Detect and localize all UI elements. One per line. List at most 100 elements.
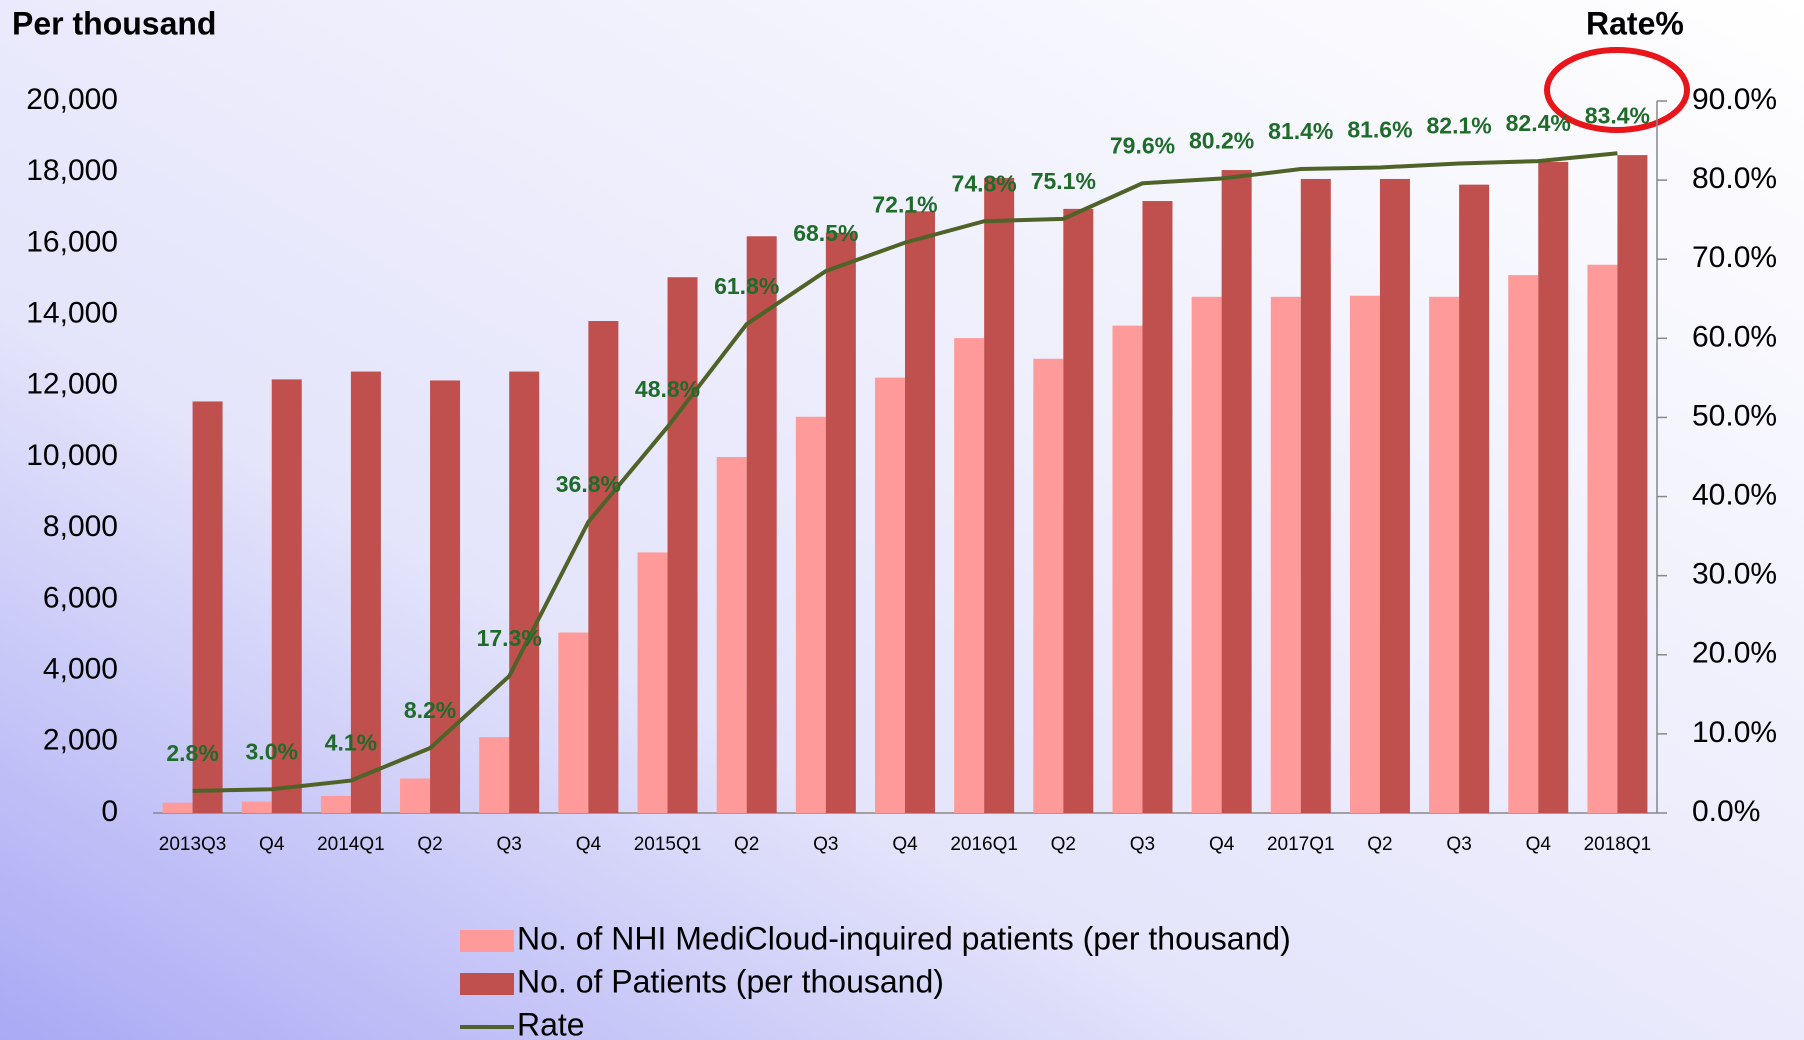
data-label: 81.6% [1347, 117, 1412, 143]
bar [588, 321, 619, 813]
bar [716, 457, 747, 813]
data-label: 83.4% [1585, 102, 1650, 128]
bar [1191, 296, 1222, 813]
x-tick-label: Q2 [734, 834, 759, 855]
y-tick-label: 8,000 [43, 510, 118, 543]
bar [241, 801, 272, 813]
data-label: 82.1% [1426, 113, 1491, 139]
bar [825, 232, 856, 814]
x-tick-label: Q3 [813, 834, 838, 855]
rate-line [192, 151, 1618, 793]
bar [984, 177, 1015, 813]
bar [1429, 296, 1460, 813]
data-label: 81.4% [1268, 118, 1333, 144]
bar [637, 552, 668, 813]
bar [1300, 178, 1331, 814]
bar [1270, 296, 1301, 813]
bar [350, 371, 381, 813]
y-tick-label: 4,000 [43, 653, 118, 686]
legend-label: No. of Patients (per thousand) [517, 963, 944, 999]
y2-tick-label: 60.0% [1692, 320, 1777, 353]
x-tick-label: Q4 [1526, 834, 1552, 855]
legend-swatch [460, 930, 514, 952]
y2-tick-label: 40.0% [1692, 478, 1777, 511]
bar [509, 371, 540, 813]
bar [1033, 358, 1064, 813]
y2-tick-label: 30.0% [1692, 558, 1777, 591]
bar [271, 379, 302, 813]
bar [667, 277, 698, 814]
x-tick-label: 2014Q1 [317, 834, 385, 855]
data-label: 74.8% [952, 170, 1017, 196]
bar [1063, 208, 1094, 814]
y2-tick-label: 70.0% [1692, 241, 1777, 274]
x-tick-label: 2015Q1 [634, 834, 702, 855]
bar [1112, 325, 1143, 813]
bar [479, 737, 510, 813]
bar [1617, 155, 1648, 813]
bar [1379, 178, 1410, 814]
y-tick-label: 12,000 [26, 368, 118, 401]
bar [192, 401, 223, 813]
y2-tick-label: 10.0% [1692, 716, 1777, 749]
y2-tick-label: 20.0% [1692, 637, 1777, 670]
legend-label: No. of NHI MediCloud-inquired patients (… [517, 920, 1291, 956]
y-tick-label: 6,000 [43, 581, 118, 614]
bar [162, 802, 193, 813]
data-label: 48.8% [635, 376, 700, 402]
y-tick-label: 10,000 [26, 439, 118, 472]
data-label: 72.1% [872, 192, 937, 218]
x-tick-label: 2017Q1 [1267, 834, 1335, 855]
data-label: 2.8% [166, 740, 218, 766]
x-tick-label: Q3 [1446, 834, 1471, 855]
bar [1587, 264, 1618, 813]
data-label: 75.1% [1031, 168, 1096, 194]
y2-tick-label: 50.0% [1692, 399, 1777, 432]
legend-label: Rate [517, 1006, 585, 1040]
data-label: 82.4% [1506, 110, 1571, 136]
x-tick-label: 2016Q1 [950, 834, 1018, 855]
x-tick-label: Q3 [1130, 834, 1155, 855]
x-tick-label: Q4 [576, 834, 602, 855]
y-tick-label: 18,000 [26, 154, 118, 187]
chart-title: Per thousand [12, 5, 216, 41]
x-tick-label: Q4 [1209, 834, 1235, 855]
data-label: 3.0% [246, 738, 298, 764]
y2-tick-label: 80.0% [1692, 162, 1777, 195]
x-tick-label: 2018Q1 [1584, 834, 1652, 855]
bar [1508, 275, 1539, 814]
bar [1221, 170, 1252, 814]
x-tick-label: Q3 [497, 834, 522, 855]
bar [875, 377, 905, 813]
x-tick-label: Q4 [892, 834, 918, 855]
x-tick-label: Q2 [1051, 834, 1076, 855]
data-label: 4.1% [325, 730, 377, 756]
bar [430, 380, 461, 813]
x-tick-label: Q4 [259, 834, 285, 855]
bar [320, 795, 351, 813]
x-tick-label: Q2 [417, 834, 442, 855]
data-label: 17.3% [477, 625, 542, 651]
bar [1459, 184, 1490, 813]
bar [558, 632, 589, 813]
y-tick-label: 20,000 [26, 83, 118, 116]
y-tick-label: 2,000 [43, 724, 118, 757]
y2-tick-label: 90.0% [1692, 83, 1777, 116]
x-tick-label: Q2 [1367, 834, 1392, 855]
data-label: 68.5% [793, 220, 858, 246]
highlight-circle [1544, 47, 1690, 133]
bar [746, 236, 777, 813]
legend-swatch [460, 973, 514, 995]
y-tick-label: 0 [101, 795, 118, 828]
y-tick-label: 14,000 [26, 297, 118, 330]
x-tick-label: 2013Q3 [159, 834, 227, 855]
data-label: 36.8% [556, 471, 621, 497]
bar [954, 338, 985, 813]
bar [1142, 201, 1173, 813]
bar [905, 211, 935, 814]
bar [795, 416, 826, 813]
bar [1538, 161, 1569, 814]
data-label: 80.2% [1189, 128, 1254, 154]
